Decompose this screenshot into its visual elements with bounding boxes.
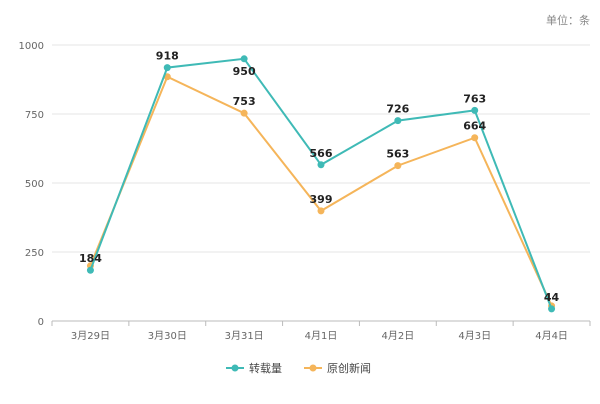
grid-lines: [52, 44, 590, 322]
y-tick-label: 500: [25, 179, 44, 190]
data-label: 726: [386, 103, 409, 116]
legend-label: 转载量: [249, 361, 282, 375]
data-label: 763: [463, 92, 486, 105]
y-tick-label: 750: [25, 110, 44, 121]
data-label: 399: [310, 193, 333, 206]
data-point: [240, 55, 248, 63]
x-tick-label: 3月31日: [225, 330, 264, 342]
y-tick-label: 250: [25, 248, 44, 259]
x-tick-label: 4月3日: [458, 330, 491, 342]
data-point: [317, 161, 325, 169]
series-line-1: [89, 75, 553, 307]
data-label: 44: [544, 291, 560, 304]
data-point: [394, 117, 402, 125]
legend[interactable]: 转载量 原创新闻: [226, 361, 371, 375]
legend-swatch-marker: [231, 364, 239, 372]
data-point: [471, 106, 479, 114]
data-point: [471, 134, 479, 142]
axes: 0 250 500 750 1000 3月29日 3月30日 3月31日 4月1日 4月2日 4月3…: [19, 41, 591, 342]
data-point: [394, 162, 402, 170]
x-tick-label: 3月30日: [148, 330, 187, 342]
x-tick-label: 3月29日: [71, 330, 110, 342]
data-point: [163, 64, 171, 72]
data-point: [548, 305, 556, 313]
legend-label: 原创新闻: [327, 361, 371, 375]
x-tick-label: 4月4日: [535, 330, 568, 342]
legend-swatch-marker: [309, 364, 317, 372]
data-label: 563: [386, 148, 409, 161]
legend-item-1[interactable]: 原创新闻: [304, 361, 371, 375]
data-label: 950: [233, 65, 256, 78]
legend-item-0[interactable]: 转载量: [226, 361, 282, 375]
unit-label: 单位：条: [546, 13, 590, 27]
y-tick-label: 0: [38, 317, 44, 328]
data-point: [86, 266, 94, 274]
y-tick-label: 1000: [19, 41, 44, 52]
data-label: 184: [79, 252, 102, 265]
data-label: 566: [310, 147, 333, 160]
x-tick-label: 4月1日: [305, 330, 338, 342]
series-lines: [86, 55, 556, 313]
x-tick-label: 4月2日: [381, 330, 414, 342]
data-label: 664: [463, 120, 486, 133]
data-point: [317, 207, 325, 215]
data-label: 918: [156, 50, 179, 63]
data-labels: 184 918 950 753 566 399 726 563 763 664 44: [79, 50, 560, 304]
data-label: 753: [233, 95, 256, 108]
data-point: [240, 109, 248, 117]
